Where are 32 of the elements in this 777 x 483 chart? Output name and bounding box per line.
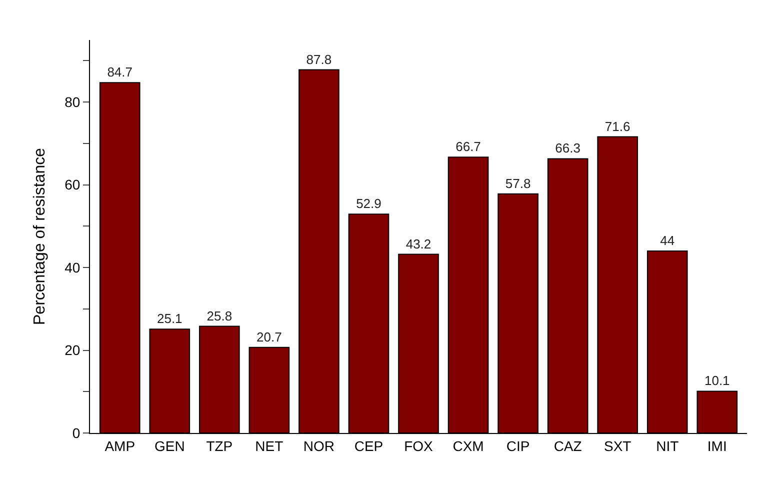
x-tick-label: GEN	[154, 438, 185, 454]
data-label: 52.9	[356, 196, 382, 212]
x-tick-label: CAZ	[554, 438, 582, 454]
x-tick-label: NIT	[656, 438, 680, 454]
data-label: 57.8	[505, 176, 531, 191]
x-tick-label: SXT	[604, 438, 632, 454]
x-tick-label: AMP	[104, 438, 136, 454]
data-label: 10.1	[704, 373, 730, 388]
data-label: 87.8	[306, 52, 332, 67]
y-tick-label: 20	[64, 342, 80, 358]
x-tick-label: CEP	[354, 438, 384, 454]
data-label: 71.6	[604, 118, 630, 134]
x-tick-label: FOX	[404, 438, 434, 454]
y-tick-label: 40	[64, 259, 80, 276]
data-label: 25.8	[206, 308, 232, 324]
x-tick-label: CXM	[452, 438, 484, 454]
data-label: 84.7	[107, 64, 133, 80]
data-label: 44	[660, 232, 675, 248]
x-tick-label: CIP	[506, 438, 530, 454]
data-label: 66.7	[456, 139, 481, 154]
data-label: 66.3	[555, 140, 580, 156]
x-tick-label: NOR	[303, 438, 335, 454]
x-tick-label: TZP	[206, 438, 233, 454]
y-tick-label: 0	[72, 424, 80, 441]
y-axis-title: Percentage of resistance	[32, 148, 49, 325]
x-tick-label: IMI	[707, 438, 727, 454]
y-tick-label: 60	[64, 176, 80, 193]
data-label: 43.2	[406, 236, 432, 252]
data-label: 25.1	[156, 311, 182, 326]
x-tick-label: NET	[255, 438, 284, 454]
y-tick-label: 80	[64, 94, 80, 110]
data-label: 20.7	[256, 329, 282, 344]
